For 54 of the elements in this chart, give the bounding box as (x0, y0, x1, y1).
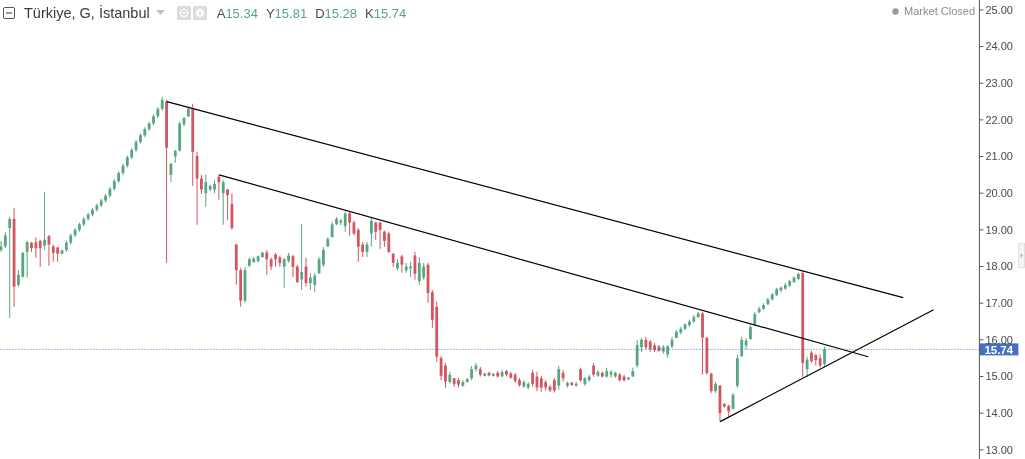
candlestick (278, 255, 281, 268)
y-tick-label: 21.00 (985, 150, 1013, 163)
y-tick-label: 20.00 (985, 187, 1013, 200)
y-tick-label: 25.00 (985, 3, 1013, 16)
candlestick (356, 227, 360, 263)
candlestick (822, 346, 826, 367)
candlestick (709, 372, 713, 394)
candlestick (321, 246, 325, 268)
candlestick (95, 202, 98, 213)
chart-title: Türkiye, G, İstanbul (24, 5, 150, 21)
candlestick (312, 272, 316, 293)
candlestick (282, 257, 286, 289)
candlestick (7, 216, 11, 319)
y-tick-label: 18.00 (985, 260, 1013, 273)
y-tick-label: 17.00 (985, 297, 1013, 310)
candlestick (443, 362, 447, 389)
annotation: A15.34 (216, 5, 258, 21)
candlestick (38, 239, 42, 268)
candlestick (417, 256, 421, 286)
annotation: Y15.81 (265, 5, 308, 21)
candlestick (204, 174, 207, 208)
candlestick (387, 231, 390, 254)
y-tick-label: 15.00 (985, 370, 1013, 383)
candlestick (299, 223, 303, 291)
y-tick-label: 13.00 (985, 443, 1013, 456)
y-tick-label: 19.00 (985, 223, 1013, 236)
candlestick (343, 211, 347, 233)
candlestick (34, 236, 37, 259)
y-tick-label: 23.00 (985, 77, 1013, 90)
candlestick (339, 218, 342, 226)
y-tick-label: 16.00 (985, 333, 1013, 346)
candlestick (635, 339, 639, 369)
y-tick-label: 24.00 (985, 40, 1013, 53)
annotation: K15.74 (365, 5, 407, 21)
candlestick (295, 264, 299, 284)
annotation: Market Closed (904, 5, 975, 17)
candlestick (221, 179, 225, 226)
candlestick (739, 336, 743, 358)
candlestick (400, 254, 403, 274)
candlestick (225, 188, 229, 221)
candlestick (25, 240, 29, 279)
candlestick (369, 217, 373, 248)
candlestick (217, 174, 220, 201)
candlestick (0, 240, 3, 253)
candlestick (522, 379, 525, 389)
candlestick (199, 174, 203, 195)
candlestick (42, 191, 46, 251)
annotation: D15.28 (315, 5, 358, 21)
ref-line-label: 15.74 (984, 343, 1014, 356)
y-tick-label: 14.00 (985, 407, 1013, 420)
candlestick (347, 211, 351, 237)
y-tick-label: 22.00 (985, 113, 1013, 126)
candlestick (556, 365, 560, 391)
candlestick (265, 249, 268, 276)
